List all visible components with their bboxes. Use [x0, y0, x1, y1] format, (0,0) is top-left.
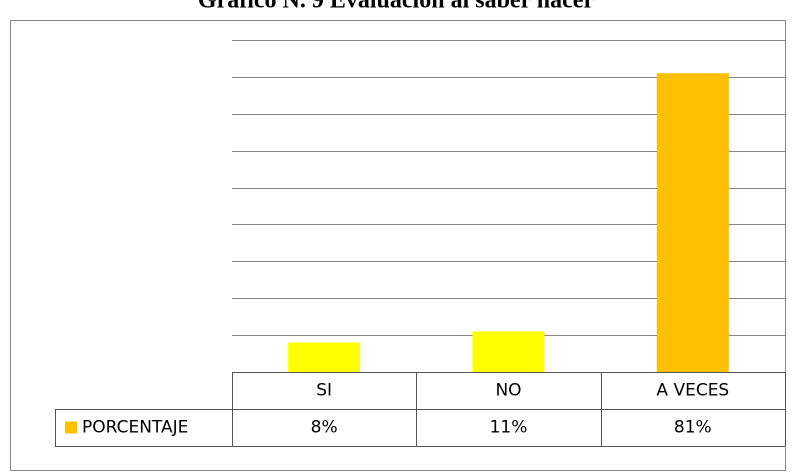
x-tick-label: SI — [316, 381, 332, 401]
data-label: 8% — [311, 418, 338, 438]
x-tick-label: NO — [495, 381, 521, 401]
chart-title: Gráfico N. 9 Evaluación al saber hacer — [198, 0, 595, 14]
x-tick-label: A VECES — [656, 381, 729, 401]
bar — [472, 331, 545, 372]
bar — [288, 342, 361, 372]
chart-frame — [10, 20, 786, 471]
legend-label: PORCENTAJE — [82, 418, 188, 438]
data-label: 11% — [490, 418, 528, 438]
legend-swatch — [65, 421, 77, 434]
data-label: 81% — [674, 418, 712, 438]
bar — [656, 73, 729, 372]
